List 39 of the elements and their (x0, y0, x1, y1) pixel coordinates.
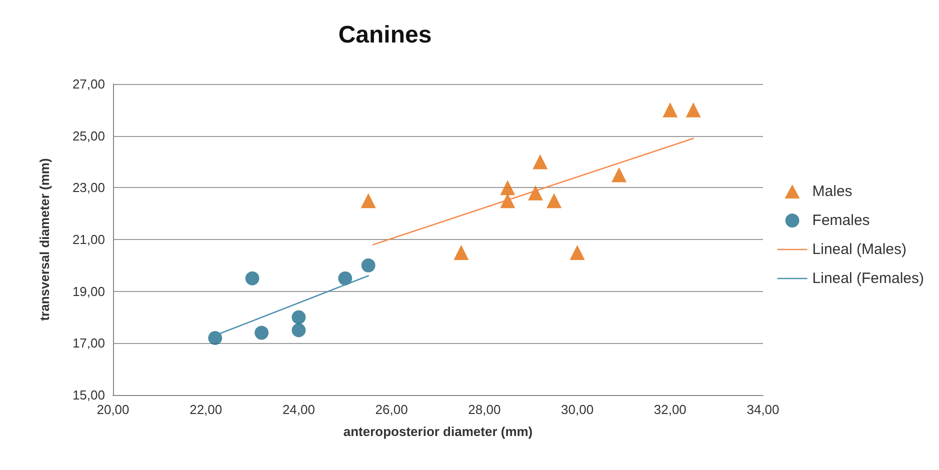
y-tick-label: 19,00 (72, 284, 105, 299)
y-tick-label: 23,00 (72, 180, 105, 196)
x-tick-label: 30,00 (561, 402, 594, 417)
y-axis-title: transversal diameter (mm) (37, 158, 52, 321)
point (500, 180, 516, 196)
y-tick-label: 17,00 (72, 336, 105, 351)
x-tick-label: 26,00 (375, 402, 408, 417)
y-tick-label: 21,00 (72, 232, 105, 247)
point (546, 193, 562, 208)
point (454, 244, 469, 260)
point (528, 185, 543, 200)
point (686, 102, 701, 118)
point (612, 167, 627, 182)
x-axis-title: anteroposterior diameter (mm) (343, 424, 533, 439)
x-tick-label: 24,00 (282, 402, 315, 417)
point (254, 326, 269, 340)
point (532, 154, 548, 170)
y-tick-label: 15,00 (72, 388, 105, 402)
legend-label: Lineal (Females) (812, 270, 924, 287)
chart-title: Canines (338, 22, 432, 48)
y-tick-label: 25,00 (72, 128, 105, 144)
point (338, 271, 352, 286)
x-tick-label: 20,00 (96, 402, 130, 417)
x-tick-label: 28,00 (468, 402, 501, 417)
point (361, 258, 376, 272)
point (662, 102, 678, 118)
y-tick-label: 27,00 (72, 76, 105, 92)
x-tick-label: 34,00 (746, 402, 780, 417)
legend-label: Females (812, 212, 870, 229)
point (570, 244, 585, 260)
legend-label: Lineal (Males) (812, 241, 907, 258)
legend-label: Males (812, 183, 852, 200)
x-tick-label: 22,00 (190, 402, 222, 417)
point (292, 310, 306, 324)
point (245, 271, 260, 286)
point (292, 323, 306, 338)
point (208, 330, 222, 345)
x-tick-label: 32,00 (654, 402, 686, 417)
point (360, 193, 376, 208)
